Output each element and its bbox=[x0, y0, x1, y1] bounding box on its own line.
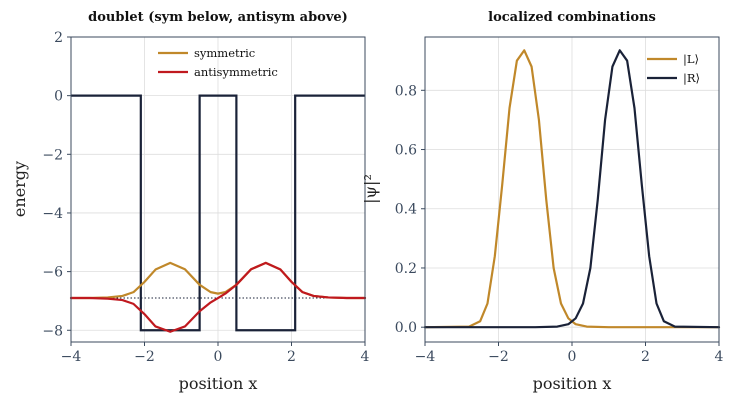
x-tick-label: −2 bbox=[488, 349, 509, 365]
y-tick-label: 0.4 bbox=[395, 202, 417, 218]
legend-label-1: antisymmetric bbox=[194, 65, 278, 79]
series-line-0 bbox=[423, 49, 721, 329]
left-ylabel: energy bbox=[10, 161, 29, 217]
right-title: localized combinations bbox=[488, 10, 656, 25]
x-tick-label: 2 bbox=[641, 349, 650, 365]
x-tick-label: 0 bbox=[214, 349, 223, 365]
x-tick-label: 4 bbox=[361, 349, 370, 365]
y-tick-label: 0.2 bbox=[395, 261, 417, 277]
legend-label-1: |R⟩ bbox=[683, 71, 700, 86]
density-panel: localized combinations −4 −2 0 2 4 0.0 0.2 0.4 0… bbox=[361, 10, 724, 393]
energy-panel: doublet (sym below, antisym above) −4 −2 0… bbox=[10, 10, 370, 393]
series-line-1 bbox=[423, 49, 721, 329]
x-tick-label: −4 bbox=[415, 349, 436, 365]
x-tick-label: 4 bbox=[715, 349, 724, 365]
y-tick-label: 2 bbox=[54, 30, 63, 46]
legend-label-0: symmetric bbox=[194, 46, 255, 60]
legend-label-0: |L⟩ bbox=[683, 52, 699, 67]
right-ylabel: |ψ|² bbox=[361, 174, 380, 204]
x-tick-label: 2 bbox=[287, 349, 296, 365]
x-tick-label: −4 bbox=[61, 349, 82, 365]
y-tick-label: −8 bbox=[42, 323, 63, 339]
y-tick-label: 0.8 bbox=[395, 83, 417, 99]
series-line-1 bbox=[69, 261, 367, 333]
left-title: doublet (sym below, antisym above) bbox=[88, 10, 348, 25]
x-tick-label: 0 bbox=[568, 349, 577, 365]
potential-line bbox=[71, 94, 365, 332]
y-tick-label: 0 bbox=[54, 89, 63, 105]
y-tick-label: −4 bbox=[42, 206, 63, 222]
x-tick-label: −2 bbox=[134, 349, 155, 365]
y-tick-label: −6 bbox=[42, 265, 63, 281]
y-tick-label: 0.6 bbox=[395, 143, 417, 159]
right-xlabel: position x bbox=[533, 374, 612, 393]
y-tick-label: −2 bbox=[42, 147, 63, 163]
left-xlabel: position x bbox=[179, 374, 258, 393]
y-tick-label: 0.0 bbox=[395, 320, 417, 336]
